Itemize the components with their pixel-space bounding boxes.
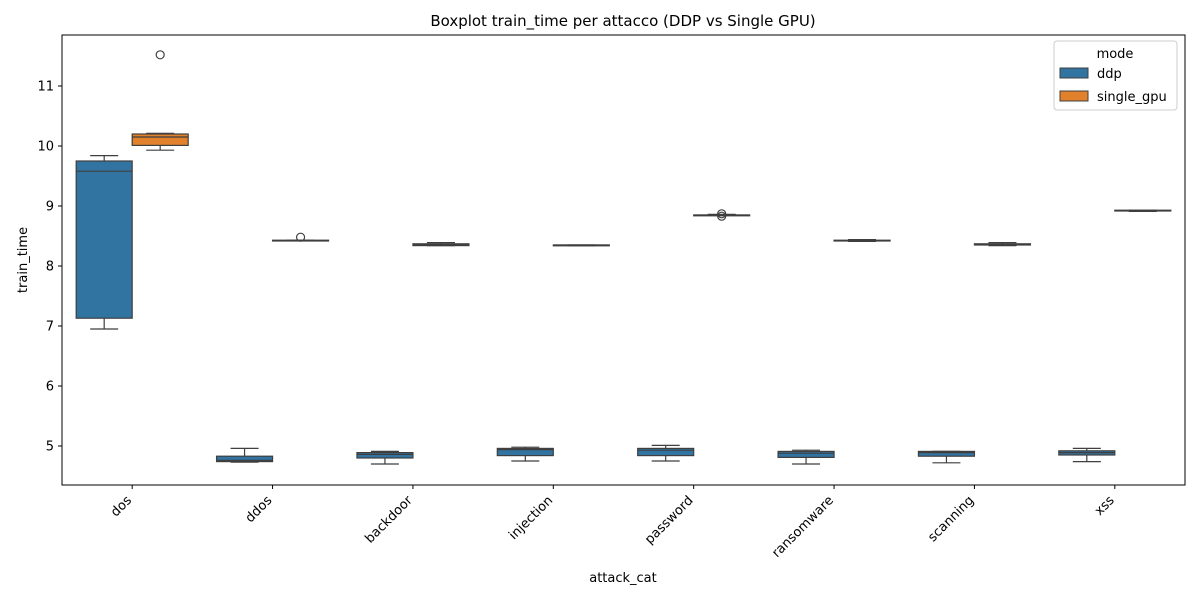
outlier-point (717, 211, 727, 221)
y-tick-label: 6 (46, 380, 54, 395)
outlier-point (717, 209, 727, 219)
box-ddp (356, 452, 414, 459)
y-tick-label: 10 (37, 140, 54, 155)
outlier-point (155, 50, 165, 60)
box-single_gpu (131, 133, 189, 146)
box-ddp (777, 450, 835, 458)
box-ddp (75, 160, 133, 319)
y-tick-label: 5 (46, 440, 54, 455)
x-axis-label: attack_cat (589, 571, 657, 586)
legend: mode ddp single_gpu (1053, 40, 1178, 111)
y-tick-label: 7 (46, 320, 54, 335)
legend-swatch-ddp (1059, 67, 1089, 79)
legend-label-ddp: ddp (1097, 67, 1122, 82)
box-ddp (496, 447, 554, 457)
y-tick-label: 8 (46, 260, 54, 275)
box-ddp (215, 455, 274, 463)
outlier-point (295, 232, 306, 242)
plot-frame (61, 34, 1186, 486)
box-ddp (637, 447, 695, 457)
chart-title: Boxplot train_time per attacco (DDP vs S… (430, 12, 815, 31)
legend-title: mode (1097, 47, 1134, 62)
y-tick-label: 11 (37, 80, 54, 95)
box-ddp (917, 450, 976, 457)
legend-swatch-single-gpu (1059, 90, 1089, 102)
legend-label-single-gpu: single_gpu (1097, 90, 1167, 105)
y-axis-label: train_time (16, 227, 31, 293)
y-tick-label: 9 (46, 200, 54, 215)
